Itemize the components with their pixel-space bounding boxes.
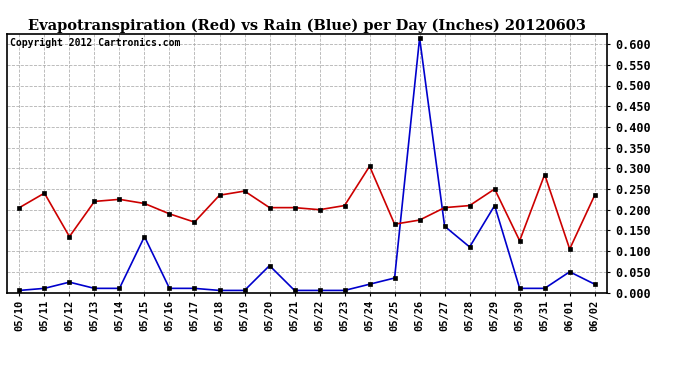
Title: Evapotranspiration (Red) vs Rain (Blue) per Day (Inches) 20120603: Evapotranspiration (Red) vs Rain (Blue) … [28, 18, 586, 33]
Text: Copyright 2012 Cartronics.com: Copyright 2012 Cartronics.com [10, 38, 180, 48]
